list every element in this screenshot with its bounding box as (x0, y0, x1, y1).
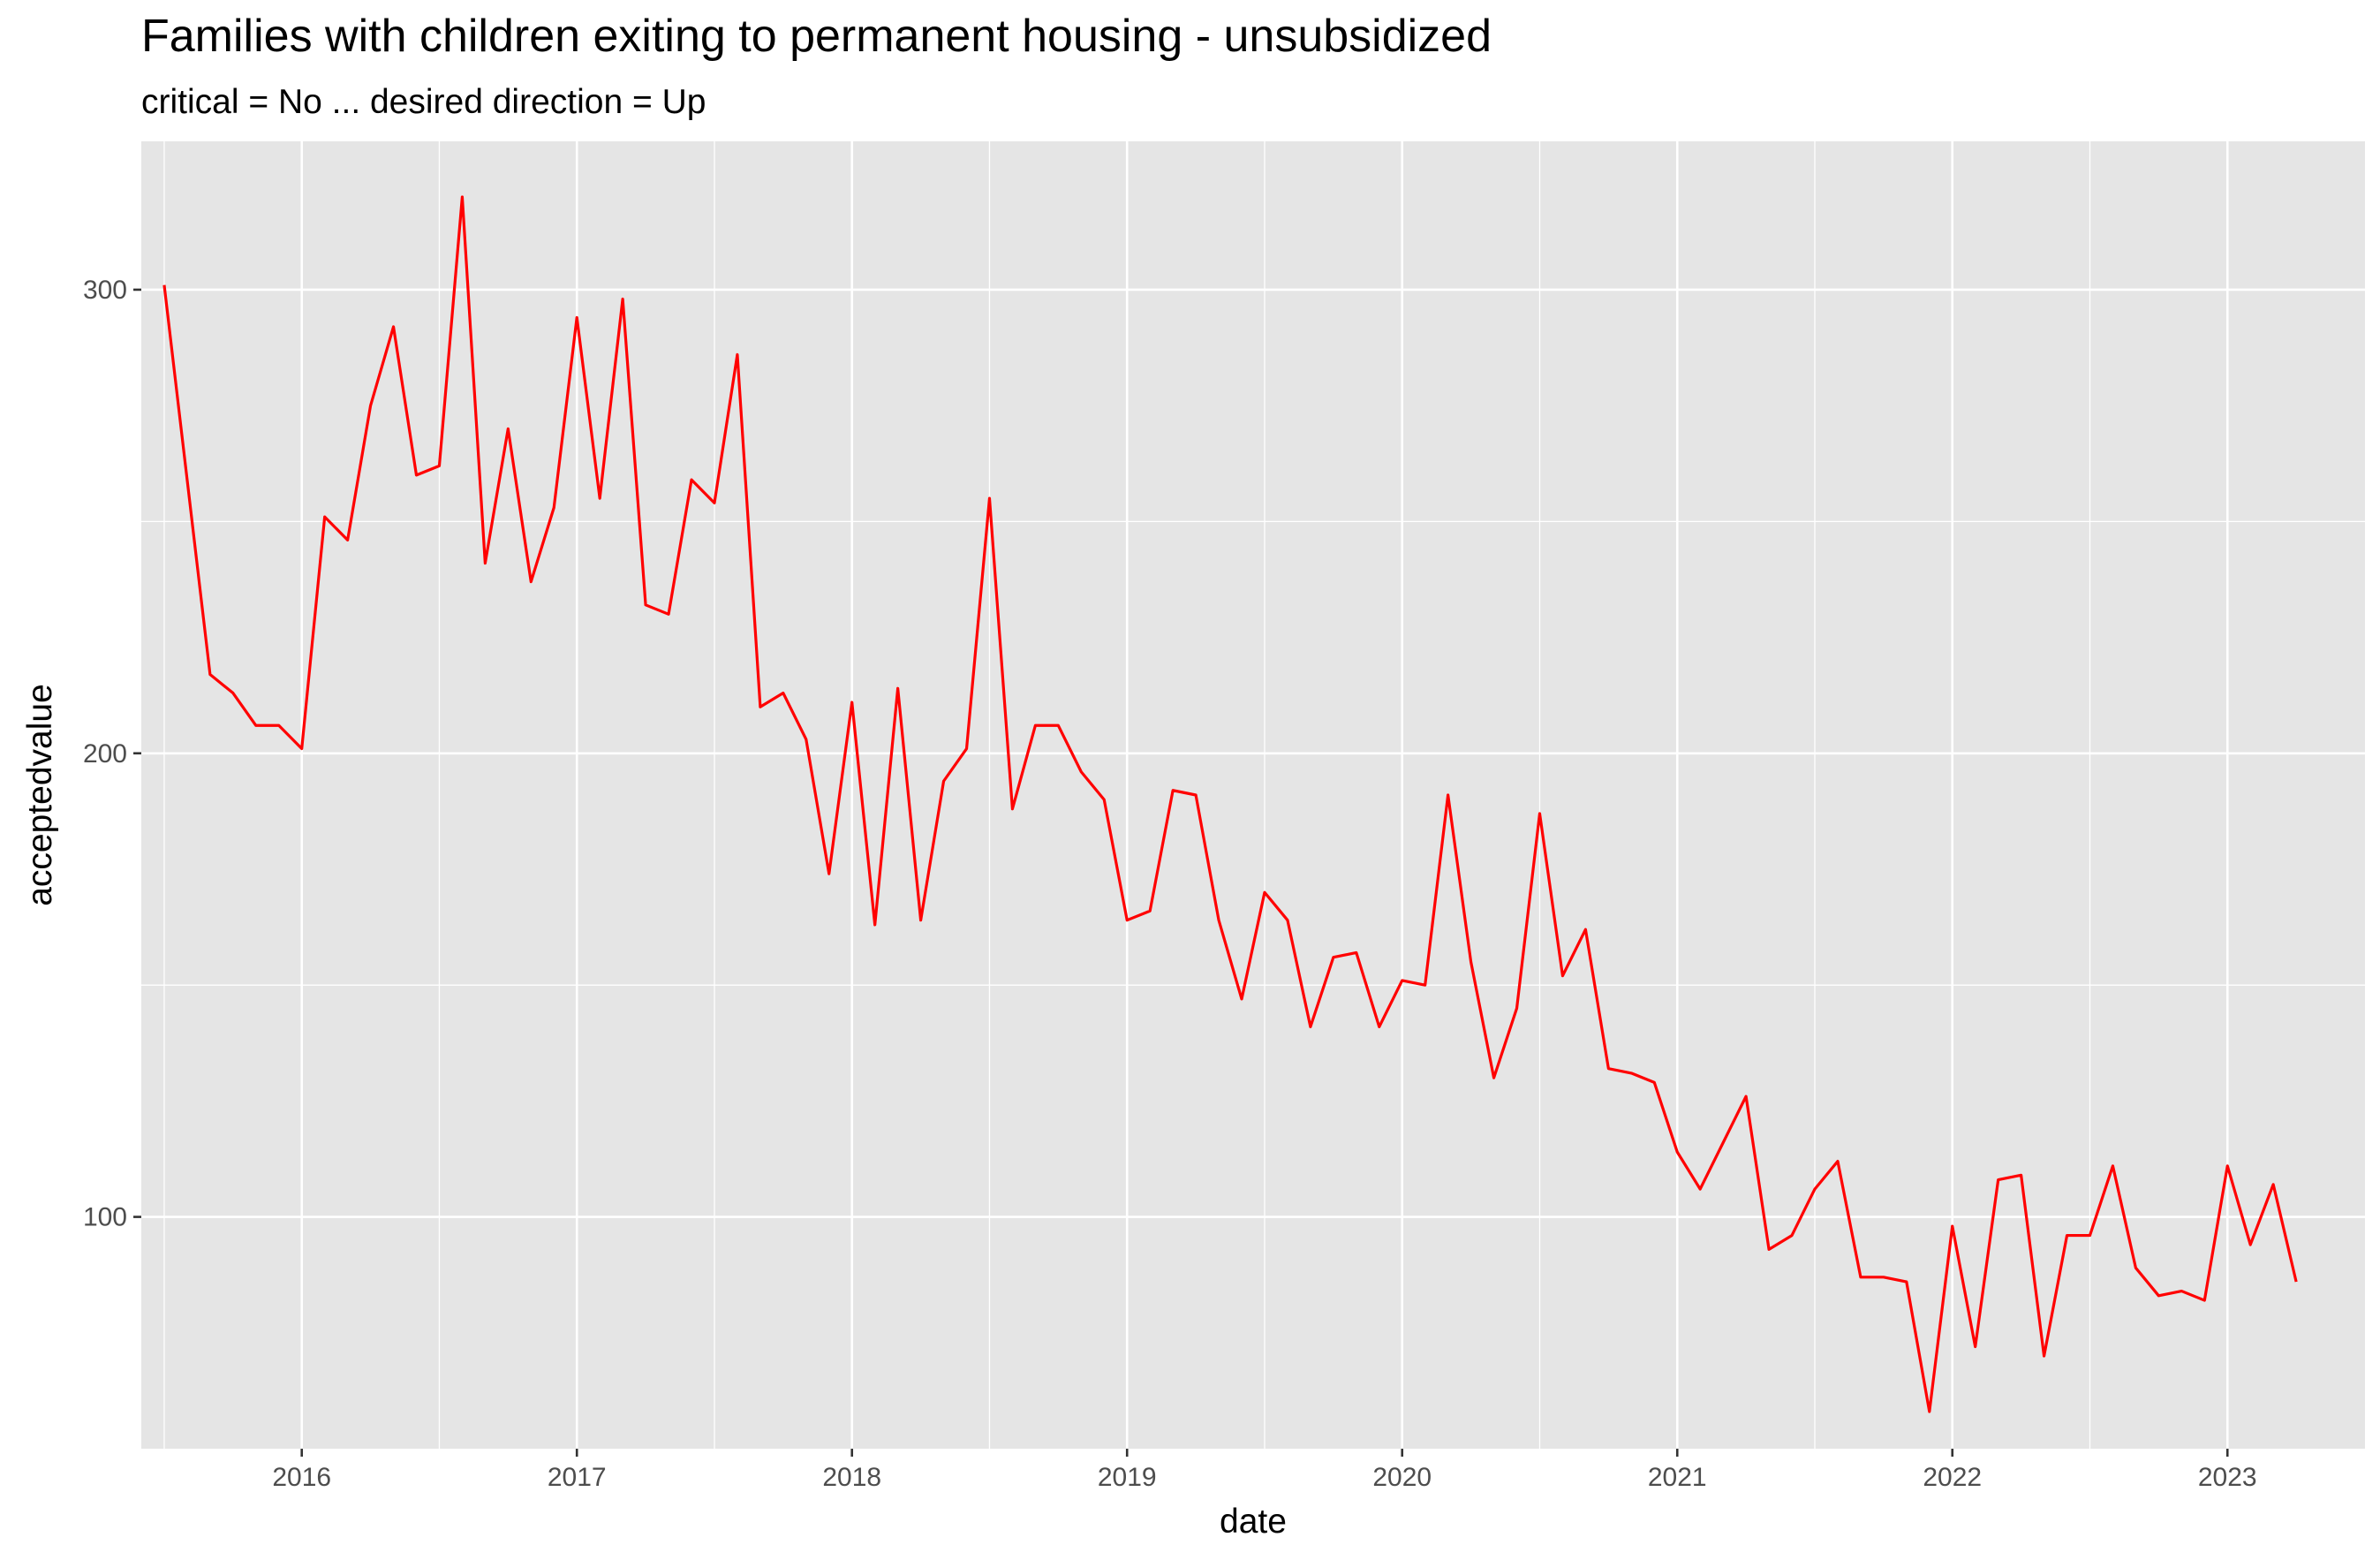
series-line (162, 195, 2298, 1413)
x-tick-label: 2016 (272, 1463, 331, 1492)
x-tick-label: 2020 (1372, 1463, 1432, 1492)
y-tick-label: 300 (83, 276, 127, 305)
y-tick-label: 200 (83, 739, 127, 769)
x-axis: 2016 2017 2018 2019 2020 2021 2022 2023 (272, 1449, 2257, 1492)
x-tick-label: 2022 (1923, 1463, 1982, 1492)
x-tick-label: 2019 (1098, 1463, 1157, 1492)
plot-panel (141, 141, 2365, 1449)
y-axis: 100 200 300 (83, 276, 141, 1232)
chart-title: Families with children exiting to perman… (141, 11, 1492, 62)
x-axis-title: date (1220, 1503, 1287, 1541)
x-tick-label: 2021 (1648, 1463, 1707, 1492)
x-tick-label: 2023 (2198, 1463, 2257, 1492)
chart-subtitle: critical = No ... desired direction = Up (141, 83, 706, 121)
x-tick-label: 2017 (548, 1463, 607, 1492)
minor-gridlines (141, 141, 2365, 1449)
y-tick-label: 100 (83, 1203, 127, 1232)
y-axis-title: acceptedvalue (21, 684, 59, 906)
x-tick-label: 2018 (822, 1463, 881, 1492)
series-layer (162, 195, 2298, 1413)
